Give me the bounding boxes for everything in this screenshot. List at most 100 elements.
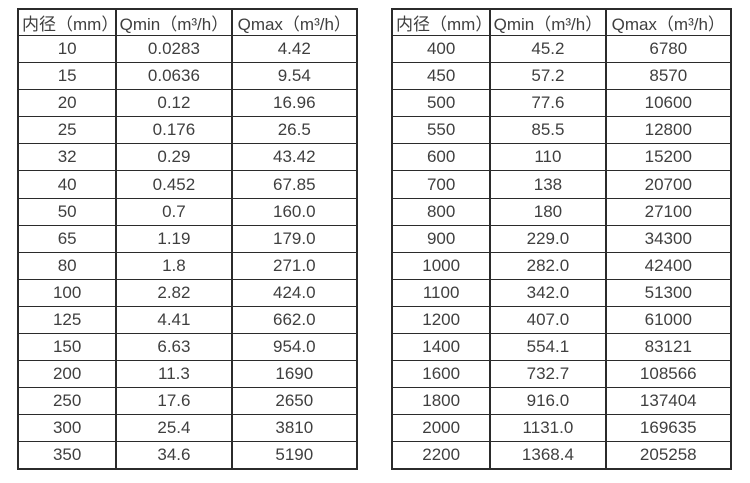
table-cell: 8570 [604, 62, 733, 91]
table-cell: 0.12 [115, 89, 233, 118]
table-cell: 6780 [604, 34, 733, 64]
table-row: 65 1.19 179.0 [16, 224, 359, 253]
table-cell: 9.54 [230, 62, 359, 91]
table-cell: 10600 [604, 89, 733, 118]
table-cell: 43.42 [230, 143, 359, 172]
table-cell: 2650 [230, 387, 359, 416]
column-header: Qmin（m³/h） [115, 8, 233, 36]
table-cell: 20700 [604, 170, 733, 199]
table-cell: 424.0 [230, 278, 359, 307]
table-cell: 800 [390, 197, 492, 226]
table-row: 550 85.5 12800 [390, 116, 733, 145]
table-cell: 34300 [604, 224, 733, 253]
table-cell: 2.82 [115, 278, 233, 307]
table-cell: 1.8 [115, 251, 233, 280]
table-row: 10 0.0283 4.42 [16, 34, 359, 64]
table-row: 1400 554.1 83121 [390, 333, 733, 362]
table-row: 80 1.8 271.0 [16, 251, 359, 280]
table-cell: 0.7 [115, 197, 233, 226]
table-cell: 83121 [604, 333, 733, 362]
table-cell: 26.5 [230, 116, 359, 145]
header-row: 内径（mm） Qmin（m³/h） Qmax（m³/h） [16, 8, 359, 36]
table-cell: 0.176 [115, 116, 233, 145]
table-cell: 700 [390, 170, 492, 199]
table-body: 10 0.0283 4.42 15 0.0636 9.54 20 0.12 16.96 25 0.1… [16, 34, 359, 470]
table-cell: 61000 [604, 305, 733, 335]
table-cell: 45.2 [489, 34, 607, 64]
table-cell: 15 [16, 62, 118, 91]
table-cell: 2200 [390, 441, 492, 470]
table-row: 125 4.41 662.0 [16, 305, 359, 335]
table-cell: 2000 [390, 414, 492, 443]
table-row: 200 11.3 1690 [16, 360, 359, 389]
table-cell: 150 [16, 333, 118, 362]
table-cell: 20 [16, 89, 118, 118]
flow-table-large-diameters: 内径（mm） Qmin（m³/h） Qmax（m³/h） 400 45.2 6780 45… [390, 8, 733, 470]
table-cell: 160.0 [230, 197, 359, 226]
table-cell: 4.41 [115, 305, 233, 335]
table-row: 32 0.29 43.42 [16, 143, 359, 172]
table-cell: 500 [390, 89, 492, 118]
flow-table-small-diameters: 内径（mm） Qmin（m³/h） Qmax（m³/h） 10 0.0283 4.42 1… [16, 8, 359, 470]
header-row: 内径（mm） Qmin（m³/h） Qmax（m³/h） [390, 8, 733, 36]
table-cell: 77.6 [489, 89, 607, 118]
table-cell: 554.1 [489, 333, 607, 362]
table-cell: 550 [390, 116, 492, 145]
table-cell: 110 [489, 143, 607, 172]
table-row: 250 17.6 2650 [16, 387, 359, 416]
table-cell: 300 [16, 414, 118, 443]
flow-tables-container: 内径（mm） Qmin（m³/h） Qmax（m³/h） 10 0.0283 4.42 1… [16, 8, 733, 470]
table-header: 内径（mm） Qmin（m³/h） Qmax（m³/h） [16, 8, 359, 36]
table-cell: 80 [16, 251, 118, 280]
column-header: 内径（mm） [390, 8, 492, 36]
table-row: 350 34.6 5190 [16, 441, 359, 470]
table-row: 2000 1131.0 169635 [390, 414, 733, 443]
table-cell: 16.96 [230, 89, 359, 118]
table-row: 50 0.7 160.0 [16, 197, 359, 226]
table-cell: 25.4 [115, 414, 233, 443]
table-cell: 100 [16, 278, 118, 307]
table-cell: 400 [390, 34, 492, 64]
table-row: 300 25.4 3810 [16, 414, 359, 443]
table-row: 150 6.63 954.0 [16, 333, 359, 362]
table-row: 1000 282.0 42400 [390, 251, 733, 280]
table-cell: 180 [489, 197, 607, 226]
column-header: Qmax（m³/h） [230, 8, 359, 36]
table-cell: 1200 [390, 305, 492, 335]
table-cell: 1100 [390, 278, 492, 307]
table-row: 400 45.2 6780 [390, 34, 733, 64]
table-cell: 900 [390, 224, 492, 253]
table-cell: 1.19 [115, 224, 233, 253]
table-row: 800 180 27100 [390, 197, 733, 226]
table-cell: 42400 [604, 251, 733, 280]
table-cell: 0.0636 [115, 62, 233, 91]
table-row: 450 57.2 8570 [390, 62, 733, 91]
table-cell: 1000 [390, 251, 492, 280]
table-row: 15 0.0636 9.54 [16, 62, 359, 91]
table-row: 1200 407.0 61000 [390, 305, 733, 335]
table-cell: 4.42 [230, 34, 359, 64]
table-cell: 125 [16, 305, 118, 335]
table-cell: 954.0 [230, 333, 359, 362]
table-cell: 0.29 [115, 143, 233, 172]
table-row: 20 0.12 16.96 [16, 89, 359, 118]
table-cell: 138 [489, 170, 607, 199]
table-cell: 407.0 [489, 305, 607, 335]
table-cell: 17.6 [115, 387, 233, 416]
table-row: 1800 916.0 137404 [390, 387, 733, 416]
table-cell: 229.0 [489, 224, 607, 253]
table-cell: 1690 [230, 360, 359, 389]
table-cell: 0.0283 [115, 34, 233, 64]
table-row: 40 0.452 67.85 [16, 170, 359, 199]
table-cell: 179.0 [230, 224, 359, 253]
table-cell: 1131.0 [489, 414, 607, 443]
table-cell: 40 [16, 170, 118, 199]
table-cell: 169635 [604, 414, 733, 443]
column-header: 内径（mm） [16, 8, 118, 36]
table-cell: 282.0 [489, 251, 607, 280]
table-cell: 662.0 [230, 305, 359, 335]
table-row: 600 110 15200 [390, 143, 733, 172]
table-cell: 85.5 [489, 116, 607, 145]
table-cell: 34.6 [115, 441, 233, 470]
table-cell: 27100 [604, 197, 733, 226]
